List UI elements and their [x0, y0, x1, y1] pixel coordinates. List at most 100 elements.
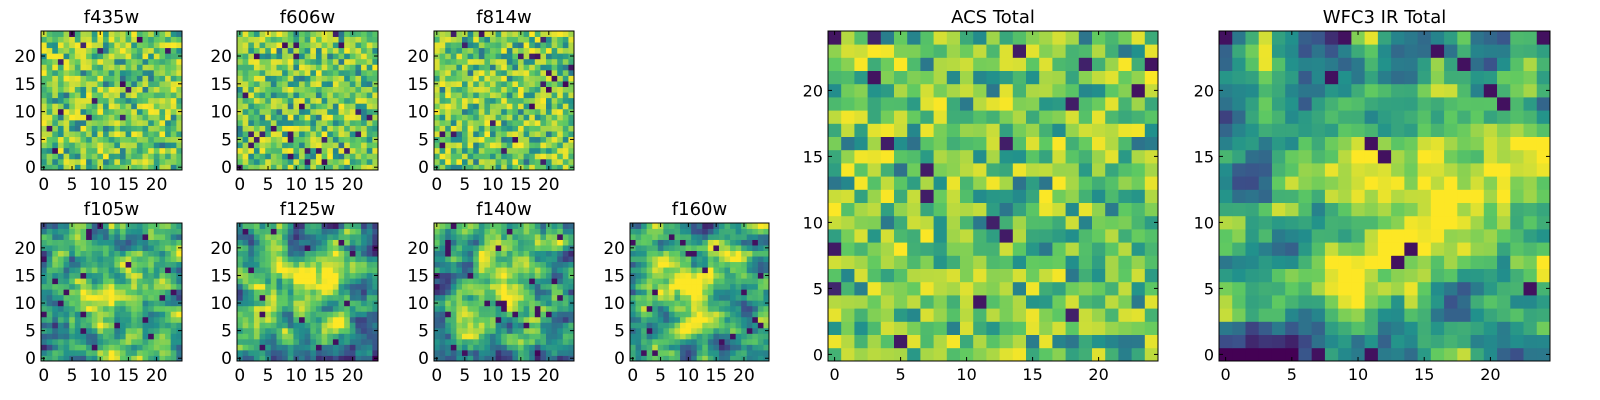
heatmap-cell: [119, 75, 126, 82]
heatmap-cell: [80, 81, 87, 87]
heatmap-cell: [69, 153, 76, 160]
heatmap-cell: [355, 278, 362, 285]
heatmap-cell: [63, 327, 70, 334]
heatmap-cell: [551, 136, 558, 143]
heatmap-cell: [103, 256, 110, 263]
heatmap-cell: [473, 311, 480, 318]
heatmap-cell: [933, 295, 948, 309]
heatmap-cell: [108, 322, 115, 329]
heatmap-cell: [546, 114, 552, 121]
heatmap-cell: [344, 267, 351, 274]
heatmap-cell: [456, 136, 463, 143]
heatmap-cell: [523, 228, 530, 235]
heatmap-cell: [702, 250, 709, 257]
heatmap-cell: [630, 278, 636, 285]
heatmap-cell: [142, 239, 149, 246]
heatmap-cell: [125, 131, 132, 138]
heatmap-cell: [478, 289, 485, 296]
heatmap-cell: [529, 294, 536, 301]
heatmap-cell: [41, 147, 48, 154]
heatmap-cell: [41, 86, 48, 93]
heatmap-cell: [867, 281, 882, 296]
heatmap-cell: [170, 108, 177, 115]
heatmap-cell: [741, 327, 748, 334]
heatmap-cell: [304, 31, 311, 37]
heatmap-cell: [103, 147, 110, 154]
heatmap-cell: [635, 250, 642, 257]
heatmap-cell: [332, 92, 339, 99]
heatmap-cell: [91, 158, 98, 165]
heatmap-cell: [63, 267, 70, 274]
heatmap-cell: [557, 338, 564, 345]
heatmap-cell: [439, 125, 446, 132]
heatmap-cell: [1039, 334, 1053, 349]
heatmap-cell: [462, 305, 468, 312]
heatmap-cell: [153, 272, 160, 279]
heatmap-cell: [248, 125, 255, 132]
heatmap-cell: [506, 327, 513, 334]
heatmap-cell: [270, 81, 277, 87]
heatmap-cell: [253, 69, 260, 76]
heatmap-cell: [63, 300, 70, 307]
heatmap-cell: [299, 305, 306, 312]
heatmap-cell: [265, 125, 272, 132]
heatmap-cell: [1026, 229, 1040, 243]
heatmap-cell: [287, 223, 294, 229]
heatmap-cell: [304, 114, 311, 121]
heatmap-cell: [685, 349, 692, 356]
heatmap-cell: [652, 272, 659, 279]
heatmap-cell: [730, 355, 737, 362]
heatmap-cell: [74, 158, 81, 165]
heatmap-cell: [86, 311, 93, 318]
heatmap-cell: [880, 268, 895, 283]
heatmap-cell: [293, 142, 300, 149]
heatmap-cell: [473, 131, 480, 138]
heatmap-cell: [242, 58, 249, 65]
heatmap-cell: [131, 300, 138, 307]
heatmap-cell: [248, 64, 255, 71]
heatmap-cell: [523, 294, 530, 301]
heatmap-cell: [746, 300, 753, 307]
heatmap-cell: [176, 250, 183, 257]
heatmap-cell: [237, 147, 244, 154]
heatmap-cell: [176, 158, 183, 165]
heatmap-cell: [735, 250, 742, 257]
heatmap-cell: [159, 272, 166, 279]
heatmap-cell: [652, 245, 659, 251]
heatmap-cell: [434, 338, 440, 345]
heatmap-cell: [506, 31, 513, 37]
heatmap-cell: [310, 164, 317, 171]
heatmap-cell: [1039, 202, 1053, 217]
heatmap-cell: [349, 69, 356, 76]
heatmap-cell: [349, 327, 356, 334]
heatmap-cell: [973, 163, 987, 177]
heatmap-cell: [641, 261, 648, 268]
heatmap-cell: [46, 278, 53, 285]
heatmap-cell: [304, 355, 311, 362]
heatmap-cell: [119, 228, 126, 235]
heatmap-cell: [828, 308, 842, 322]
heatmap-cell: [125, 289, 132, 296]
heatmap-cell: [338, 131, 345, 138]
heatmap-cell: [445, 234, 452, 240]
heatmap-cell: [674, 322, 681, 329]
heatmap-cell: [253, 136, 260, 143]
heatmap-cell: [165, 261, 172, 268]
heatmap-cell: [80, 245, 87, 251]
heatmap-cell: [142, 108, 149, 115]
heatmap-cell: [372, 267, 379, 274]
heatmap-cell: [321, 267, 328, 274]
heatmap-cell: [434, 153, 440, 160]
heatmap-cell: [355, 125, 362, 132]
heatmap-cell: [663, 338, 670, 345]
heatmap-cell: [349, 136, 356, 143]
heatmap-cell: [165, 147, 172, 154]
heatmap-cell: [490, 53, 496, 60]
heatmap-cell: [657, 256, 664, 263]
heatmap-cell: [467, 114, 474, 121]
heatmap-cell: [894, 295, 908, 309]
heatmap-cell: [108, 142, 115, 149]
heatmap-cell: [741, 338, 748, 345]
heatmap-cell: [338, 86, 345, 93]
heatmap-cell: [46, 103, 53, 110]
